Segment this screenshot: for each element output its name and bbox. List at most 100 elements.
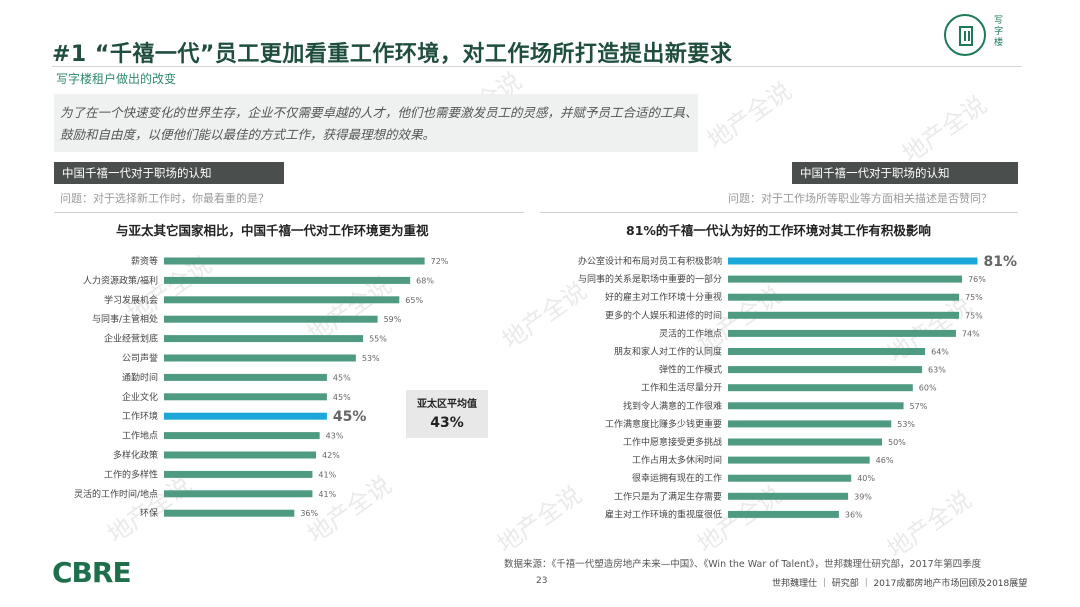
bar bbox=[164, 432, 320, 440]
bar bbox=[728, 456, 870, 464]
left-bar-chart: 薪资等 72% 人力资源政策/福利 68% 学习发展机会 65% 与同事/主管相处 59% 企业… bbox=[74, 255, 449, 519]
bar bbox=[728, 474, 852, 482]
bar bbox=[728, 366, 923, 374]
category-badge: 写字楼 bbox=[944, 14, 1018, 60]
watermark: 地产全说 bbox=[897, 90, 992, 169]
value-label: 75% bbox=[965, 293, 983, 302]
category-label: 与同事/主管相处 bbox=[92, 313, 158, 325]
value-label: 42% bbox=[322, 451, 340, 460]
left-panel-heading: 中国千禧一代对于职场的认知 bbox=[54, 162, 284, 184]
value-label: 36% bbox=[845, 510, 863, 519]
value-label: 53% bbox=[362, 354, 380, 363]
category-label: 工作环境 bbox=[122, 410, 158, 422]
value-label: 59% bbox=[384, 315, 402, 324]
value-label: 45% bbox=[333, 373, 351, 382]
cbre-logo: CBRE bbox=[52, 556, 132, 589]
bar bbox=[728, 510, 839, 518]
bar bbox=[164, 490, 313, 498]
badge-label: 写字楼 bbox=[994, 16, 1004, 48]
right-panel-question: 问题：对于工作场所等职业等方面相关描述是否赞同？ bbox=[728, 192, 992, 205]
category-label: 工作只是为了满足生存需要 bbox=[614, 490, 722, 502]
value-label: 63% bbox=[928, 366, 946, 375]
bar bbox=[728, 348, 926, 355]
bar bbox=[728, 438, 882, 446]
value-label: 39% bbox=[854, 492, 872, 501]
apac-average-box: 亚太区平均值 43% bbox=[406, 390, 488, 438]
bar bbox=[728, 384, 913, 392]
category-label: 与同事的关系是职场中重要的一部分 bbox=[578, 273, 722, 285]
bar bbox=[164, 412, 327, 420]
category-label: 好的雇主对工作环境十分重视 bbox=[605, 291, 722, 303]
right-bar-chart: 办公室设计和布局对员工有积极影响 81% 与同事的关系是职场中重要的一部分 76% 好的… bbox=[578, 254, 1017, 520]
category-label: 工作满意度比赚多少钱更重要 bbox=[605, 418, 722, 430]
bar bbox=[164, 276, 411, 284]
page-subtitle: 写字楼租户做出的改变 bbox=[56, 72, 177, 86]
category-label: 企业经营划底 bbox=[104, 333, 158, 345]
bar bbox=[728, 492, 849, 500]
left-panel-question: 问题：对于选择新工作时，你最看重的是？ bbox=[60, 192, 269, 205]
value-label: 50% bbox=[888, 438, 906, 447]
bar bbox=[728, 402, 904, 410]
category-label: 雇主对工作环境的重视度很低 bbox=[605, 508, 722, 520]
category-label: 通勤时间 bbox=[122, 371, 158, 383]
value-label: 72% bbox=[431, 257, 449, 266]
bar bbox=[728, 311, 959, 319]
intro-box: 为了在一个快速变化的世界生存，企业不仅需要卓越的人才，他们也需要激发员工的灵感，… bbox=[54, 94, 698, 152]
bar bbox=[164, 354, 356, 362]
data-source: 数据来源：《千禧一代塑造房地产未来—中国》、《Win the War of Ta… bbox=[504, 559, 982, 570]
category-label: 更多的个人娱乐和进修的时间 bbox=[605, 309, 722, 321]
category-label: 工作的多样性 bbox=[104, 468, 158, 480]
bar bbox=[164, 257, 425, 265]
category-label: 工作占用太多休闲时间 bbox=[632, 454, 722, 466]
footer-text: 世邦魏理仕 ｜ 研究部 ｜ 2017成都房地产市场回顾及2018展望 bbox=[772, 579, 1028, 589]
value-label: 81% bbox=[983, 254, 1017, 270]
category-label: 灵活的工作地点 bbox=[659, 327, 722, 339]
bar bbox=[164, 335, 364, 343]
category-label: 很幸运拥有现在的工作 bbox=[632, 472, 722, 484]
watermark: 地产全说 bbox=[702, 76, 797, 155]
bar bbox=[164, 451, 317, 459]
bar bbox=[164, 470, 313, 478]
bar bbox=[728, 293, 959, 301]
category-label: 企业文化 bbox=[122, 391, 158, 403]
value-label: 64% bbox=[931, 348, 949, 357]
value-label: 40% bbox=[857, 474, 875, 483]
category-label: 朋友和家人对工作的认同度 bbox=[614, 346, 722, 358]
category-label: 找到令人满意的工作很难 bbox=[623, 400, 722, 412]
value-label: 68% bbox=[416, 276, 434, 285]
left-panel-divider bbox=[54, 212, 524, 213]
category-label: 人力资源政策/福利 bbox=[83, 274, 158, 286]
value-label: 41% bbox=[318, 470, 336, 479]
bar bbox=[164, 509, 295, 517]
value-label: 75% bbox=[965, 311, 983, 320]
category-label: 工作和生活尽量分开 bbox=[641, 382, 722, 394]
category-label: 公司声誉 bbox=[122, 352, 158, 364]
value-label: 41% bbox=[318, 490, 336, 499]
value-label: 36% bbox=[300, 509, 318, 518]
category-label: 学习发展机会 bbox=[104, 294, 158, 306]
category-label: 多样化政策 bbox=[113, 449, 158, 461]
bar bbox=[164, 296, 400, 304]
value-label: 65% bbox=[405, 296, 423, 305]
title-divider bbox=[52, 66, 1022, 67]
category-label: 灵活的工作时间/地点 bbox=[74, 488, 158, 500]
apac-average-value: 43% bbox=[430, 415, 464, 431]
bar bbox=[728, 329, 956, 337]
bar bbox=[164, 315, 378, 323]
bar bbox=[728, 257, 978, 265]
value-label: 45% bbox=[333, 393, 351, 402]
category-label: 办公室设计和布局对员工有积极影响 bbox=[578, 255, 722, 267]
bar bbox=[728, 420, 892, 428]
value-label: 57% bbox=[910, 402, 928, 411]
value-label: 53% bbox=[897, 420, 915, 429]
bar bbox=[164, 393, 327, 401]
intro-text: 为了在一个快速变化的世界生存，企业不仅需要卓越的人才，他们也需要激发员工的灵感，… bbox=[60, 105, 698, 142]
right-panel-heading: 中国千禧一代对于职场的认知 bbox=[792, 162, 1018, 184]
left-chart-title: 与亚太其它国家相比，中国千禧一代对工作环境更为重视 bbox=[116, 223, 429, 238]
value-label: 43% bbox=[326, 432, 344, 441]
right-panel-divider bbox=[540, 212, 1018, 213]
page-number: 23 bbox=[536, 576, 548, 586]
bar bbox=[164, 373, 327, 381]
value-label: 76% bbox=[968, 275, 986, 284]
category-label: 环保 bbox=[140, 507, 158, 519]
